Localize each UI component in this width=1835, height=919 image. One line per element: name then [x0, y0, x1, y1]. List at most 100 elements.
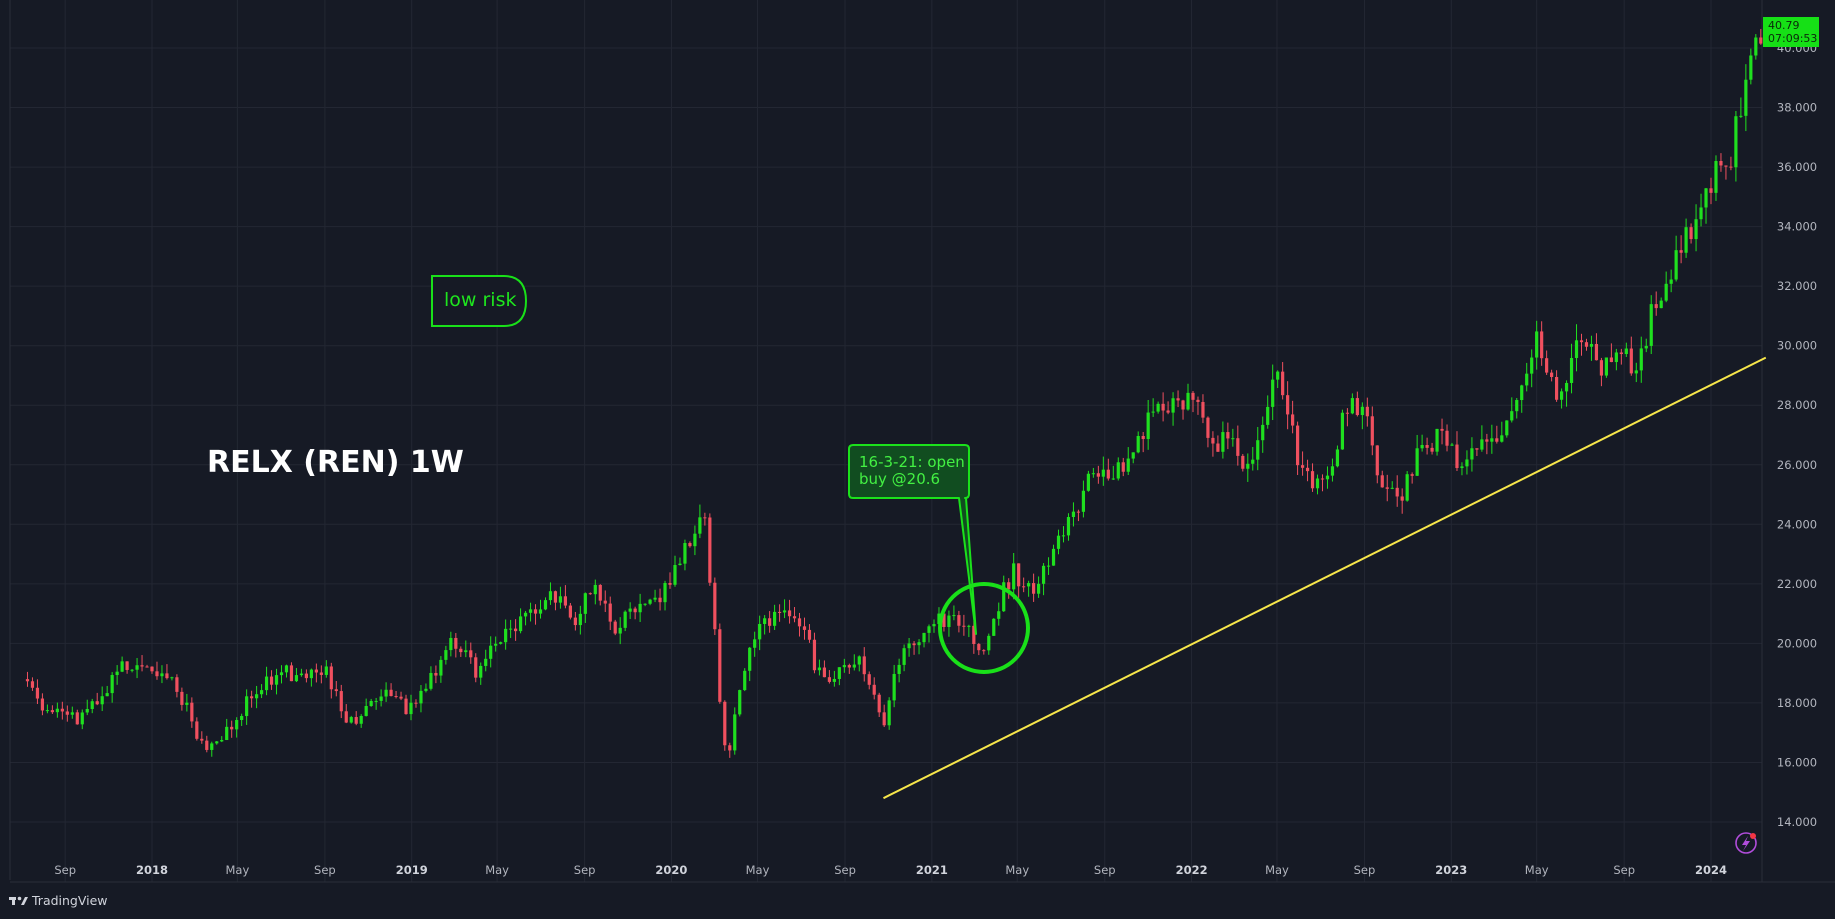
candle-body	[613, 621, 617, 634]
candle-body	[50, 710, 54, 713]
time-axis[interactable]: Sep 2018 May Sep 2019 May Sep 2020 May Sep 2021 May…	[54, 863, 1727, 877]
candle-body	[1246, 463, 1250, 469]
candle-body	[115, 671, 119, 676]
candle-body	[683, 543, 687, 564]
candle-body	[185, 702, 189, 705]
candle-body	[763, 618, 767, 624]
time-tick-label: 2018	[136, 863, 168, 877]
candle-body	[1116, 462, 1120, 479]
candle-body	[1380, 475, 1384, 488]
candle-body	[1276, 371, 1280, 380]
candle-body	[379, 696, 383, 701]
candle-body	[568, 605, 572, 618]
price-tick-label: 22.000	[1777, 577, 1817, 591]
time-tick-label: 2024	[1695, 863, 1727, 877]
candle-body	[394, 696, 398, 698]
candle-body	[1345, 412, 1349, 414]
candle-body	[1365, 406, 1369, 417]
candle-body	[1759, 37, 1763, 44]
candle-body	[1470, 448, 1474, 460]
candle-body	[215, 741, 219, 744]
candle-body	[658, 597, 662, 603]
candle-body	[319, 672, 323, 675]
lightning-icon[interactable]	[1735, 832, 1757, 854]
candle-body	[1056, 535, 1061, 549]
candle-body	[444, 650, 448, 660]
candle-body	[304, 673, 309, 679]
candle-body	[195, 721, 199, 739]
candle-body	[643, 603, 647, 605]
buy-callout-shape	[848, 444, 977, 635]
candle-body	[698, 517, 702, 534]
candle-body	[688, 543, 692, 547]
candle-body	[1081, 490, 1086, 512]
candle-body	[1032, 583, 1036, 594]
price-tick-label: 36.000	[1777, 160, 1817, 174]
low-risk-callout[interactable]: low risk	[431, 275, 528, 327]
candle-body	[553, 591, 558, 603]
candlestick-series[interactable]	[25, 17, 1768, 758]
candle-body	[429, 672, 433, 689]
candle-body	[1007, 582, 1011, 590]
time-tick-label: May	[485, 863, 509, 877]
candle-body	[1146, 412, 1150, 440]
candle-body	[1002, 582, 1006, 612]
candle-body	[917, 642, 921, 646]
price-tick-label: 28.000	[1777, 398, 1817, 412]
time-tick-label: Sep	[574, 863, 596, 877]
candle-body	[768, 618, 772, 626]
candle-body	[359, 715, 363, 724]
highlight-circle[interactable]	[938, 582, 1030, 674]
candle-body	[728, 745, 732, 751]
price-axis[interactable]: 14.000 16.000 18.000 20.000 22.000 24.000 26.0…	[1777, 41, 1817, 829]
candle-body	[1589, 343, 1594, 347]
candle-body	[1704, 188, 1708, 208]
candle-body	[1754, 37, 1758, 56]
buy-callout[interactable]: 16-3-21: open buy @20.6	[848, 444, 977, 635]
candle-body	[110, 675, 114, 694]
candle-body	[1061, 535, 1066, 537]
candle-body	[1390, 487, 1394, 489]
candle-body	[1550, 372, 1554, 377]
candle-body	[1241, 455, 1245, 469]
candle-body	[40, 698, 45, 711]
candle-body	[1639, 348, 1643, 371]
candle-body	[135, 665, 139, 670]
candle-body	[1485, 439, 1489, 442]
candle-body	[1445, 430, 1449, 446]
candle-body	[309, 669, 313, 679]
candle-body	[1181, 400, 1185, 410]
last-price-value: 40.79	[1768, 19, 1800, 32]
candle-body	[693, 533, 697, 547]
candle-body	[1022, 586, 1026, 588]
bar-countdown: 07:09:53	[1768, 32, 1817, 45]
candle-body	[558, 596, 563, 603]
candle-body	[822, 667, 827, 678]
trendline[interactable]	[883, 356, 1767, 800]
candle-body	[105, 693, 109, 697]
candle-body	[1599, 360, 1604, 376]
candle-body	[339, 691, 343, 712]
candle-body	[1017, 563, 1021, 587]
candle-body	[673, 565, 677, 585]
candle-body	[982, 650, 986, 652]
candle-body	[1310, 471, 1315, 489]
candle-body	[1106, 469, 1110, 479]
candle-body	[504, 628, 508, 643]
candle-body	[1226, 432, 1230, 439]
candle-body	[1350, 398, 1354, 414]
price-tick-label: 32.000	[1777, 279, 1817, 293]
candle-body	[583, 593, 587, 614]
candle-body	[150, 666, 154, 672]
candle-body	[1266, 406, 1270, 425]
candle-body	[75, 712, 79, 725]
candle-body	[1689, 227, 1693, 240]
tradingview-logo-icon	[9, 896, 28, 905]
candle-body	[942, 613, 946, 627]
candle-body	[349, 717, 353, 723]
candle-body	[932, 624, 936, 627]
tradingview-logo[interactable]: TradingView	[9, 893, 108, 908]
low-risk-label: low risk	[444, 289, 516, 311]
